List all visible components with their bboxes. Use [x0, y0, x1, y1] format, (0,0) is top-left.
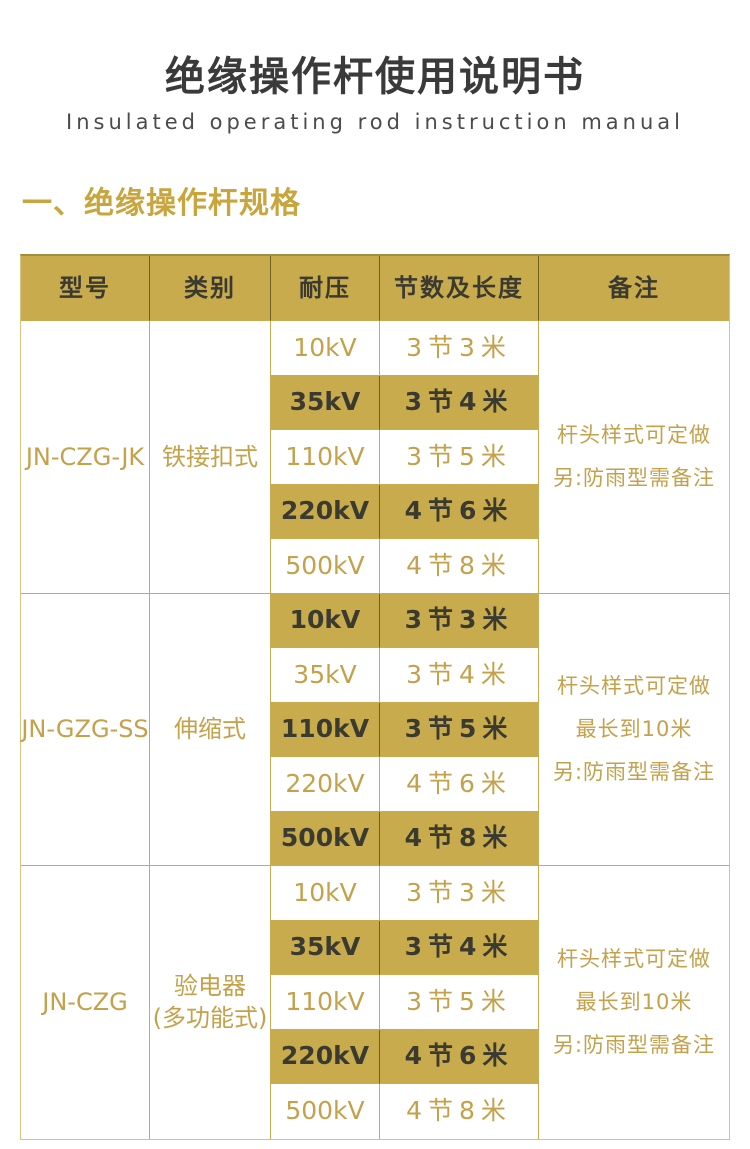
length-cell: 4节8米 — [380, 539, 539, 594]
remark-line: 最长到10米 — [575, 716, 693, 741]
model-cell: JN-CZG — [21, 866, 150, 1139]
voltage-cell: 500kV — [271, 811, 380, 866]
category-line: (多功能式) — [152, 1004, 268, 1033]
length-cell: 3节5米 — [380, 430, 539, 485]
length-cell: 3节3米 — [380, 321, 539, 376]
voltage-cell: 10kV — [271, 593, 380, 648]
remark-line: 杆头样式可定做 — [557, 946, 711, 971]
length-cell: 3节5米 — [380, 702, 539, 757]
voltage-cell: 220kV — [271, 1029, 380, 1084]
length-cell: 3节3米 — [380, 593, 539, 648]
length-cell: 3节3米 — [380, 866, 539, 921]
header-cell-remark: 备注 — [539, 256, 729, 321]
voltage-cell: 110kV — [271, 702, 380, 757]
remark-line: 另:防雨型需备注 — [552, 759, 716, 784]
page-subtitle: Insulated operating rod instruction manu… — [66, 110, 684, 134]
model-cell: JN-GZG-SS — [21, 593, 150, 866]
voltage-cell: 110kV — [271, 430, 380, 485]
header-cell-voltage: 耐压 — [271, 256, 380, 321]
category-line: 验电器 — [174, 971, 246, 1000]
remark-line: 杆头样式可定做 — [557, 673, 711, 698]
remark-line: 杆头样式可定做 — [557, 422, 711, 447]
voltage-cell: 220kV — [271, 484, 380, 539]
remark-cell: 杆头样式可定做 最长到10米 另:防雨型需备注 — [539, 594, 729, 866]
remark-line: 另:防雨型需备注 — [552, 465, 716, 490]
remark-line: 最长到10米 — [575, 989, 693, 1014]
spec-table: 型号 类别 耐压 节数及长度 备注 JN-CZG-JK 铁接扣式 杆头样式可定做… — [20, 254, 730, 1140]
voltage-cell: 220kV — [271, 757, 380, 812]
voltage-cell: 35kV — [271, 648, 380, 703]
length-cell: 4节8米 — [380, 811, 539, 866]
header-cell-model: 型号 — [21, 256, 150, 321]
page-title: 绝缘操作杆使用说明书 — [165, 54, 585, 100]
length-cell: 4节6米 — [380, 1029, 539, 1084]
voltage-cell: 35kV — [271, 920, 380, 975]
model-cell: JN-CZG-JK — [21, 321, 150, 594]
section-heading: 一、绝缘操作杆规格 — [22, 186, 301, 221]
voltage-cell: 35kV — [271, 375, 380, 430]
category-cell: 伸缩式 — [150, 593, 271, 866]
length-cell: 4节6米 — [380, 484, 539, 539]
header-cell-category: 类别 — [150, 256, 271, 321]
length-cell: 3节5米 — [380, 975, 539, 1030]
voltage-cell: 10kV — [271, 866, 380, 921]
voltage-cell: 10kV — [271, 321, 380, 376]
voltage-cell: 110kV — [271, 975, 380, 1030]
voltage-cell: 500kV — [271, 539, 380, 594]
category-cell: 铁接扣式 — [150, 321, 271, 594]
length-cell: 3节4米 — [380, 375, 539, 430]
length-cell: 4节6米 — [380, 757, 539, 812]
category-cell: 验电器 (多功能式) — [150, 866, 271, 1139]
remark-line: 另:防雨型需备注 — [552, 1032, 716, 1057]
remark-cell: 杆头样式可定做 最长到10米 另:防雨型需备注 — [539, 866, 729, 1139]
remark-cell: 杆头样式可定做 另:防雨型需备注 — [539, 321, 729, 594]
header-cell-sections-length: 节数及长度 — [380, 256, 539, 321]
voltage-cell: 500kV — [271, 1084, 380, 1139]
length-cell: 4节8米 — [380, 1084, 539, 1139]
length-cell: 3节4米 — [380, 920, 539, 975]
length-cell: 3节4米 — [380, 648, 539, 703]
